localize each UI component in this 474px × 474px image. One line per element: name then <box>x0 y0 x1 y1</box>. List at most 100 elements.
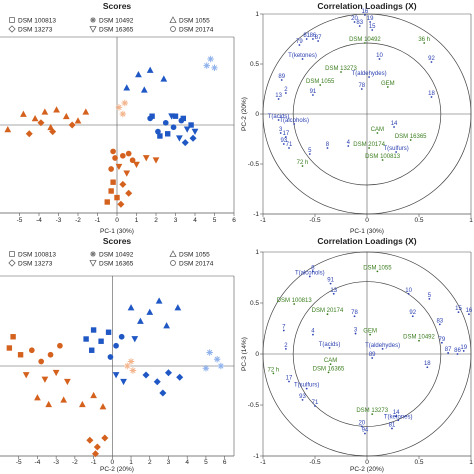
score-point <box>174 304 182 311</box>
loading-point <box>301 398 304 401</box>
loading-point <box>430 61 433 63</box>
score-point <box>124 362 131 370</box>
loading-label: 78 <box>351 310 358 316</box>
score-point <box>142 371 150 379</box>
loading-label: T(acids) <box>268 114 290 120</box>
legend-marker <box>170 260 176 266</box>
loading-point <box>457 311 460 314</box>
loading-point <box>312 94 314 96</box>
score-point <box>82 108 90 115</box>
score-point <box>123 84 131 91</box>
score-point <box>112 372 120 379</box>
chart-title: Correlation Loadings (X) <box>317 1 416 11</box>
loading-point <box>426 366 429 369</box>
loading-label: 18 <box>424 361 431 367</box>
legend-marker <box>89 26 97 33</box>
loading-label: 87 <box>445 347 452 353</box>
loading-label: 8 <box>311 265 315 271</box>
score-point <box>60 396 68 403</box>
score-point <box>155 128 161 135</box>
x-tick-label: 0 <box>365 217 369 224</box>
loading-point <box>371 357 374 359</box>
loading-label: 16 <box>362 9 369 15</box>
loading-label: 16 <box>466 308 473 314</box>
loading-label: 93 <box>299 394 306 400</box>
scores-bottom-panel: Scores -5 -4 -3 -2 -1 0 1 2 3 4 5 6 PC-2 (20%) DSM 100… <box>0 236 235 473</box>
loading-point <box>364 14 366 16</box>
x-axis-label: PC-1 (30%) <box>350 228 384 235</box>
loading-label: 71 <box>286 142 293 148</box>
x-tick-label: 0 <box>365 459 369 466</box>
loading-label: 93 <box>280 138 287 144</box>
loading-label: DSM 13273 <box>325 66 357 72</box>
loading-point <box>284 92 287 94</box>
score-point <box>119 110 127 118</box>
loading-label: 4 <box>311 329 315 335</box>
y-tick-label: -0.5 <box>248 161 260 168</box>
loading-label: 94 <box>362 428 369 434</box>
score-point <box>22 372 30 379</box>
loading-label: 92 <box>428 56 435 62</box>
loading-label: 13 <box>275 93 282 99</box>
score-point <box>113 342 119 349</box>
loading-label: CAM <box>371 127 384 133</box>
y-tick-label: 0.5 <box>250 61 259 68</box>
x-tick-label: -1 <box>260 459 266 466</box>
x-axis-label: PC-1 (30%) <box>100 228 134 235</box>
legend-label: DSM 1055 <box>179 251 210 258</box>
loading-label: 72 h <box>297 160 309 166</box>
x-tick-label: 0 <box>111 459 115 466</box>
loading-label: T(acids) <box>319 342 341 348</box>
loading-label: 19 <box>460 345 467 351</box>
score-point <box>176 373 184 381</box>
loading-label: 3 <box>354 328 358 334</box>
x-tick-label: 3 <box>174 217 178 224</box>
loading-point <box>381 159 384 161</box>
loading-label: T(aldehydes) <box>352 71 387 77</box>
legend-label: DSM 13273 <box>18 260 53 267</box>
loading-label: 92 <box>409 310 416 316</box>
score-point <box>162 119 169 126</box>
score-point <box>108 188 114 194</box>
loading-point <box>353 21 356 23</box>
x-tick-label: 6 <box>232 217 236 224</box>
loading-label: 15 <box>455 306 462 312</box>
score-point <box>125 150 132 157</box>
loading-label: 13 <box>330 288 337 294</box>
score-point <box>41 108 49 115</box>
legend-label: DSM 10492 <box>99 251 134 258</box>
loading-point <box>298 44 301 46</box>
loading-point <box>447 352 450 354</box>
loading-label: 5 <box>308 148 312 154</box>
loading-label: GEM <box>381 81 395 87</box>
loading-point <box>332 292 335 295</box>
score-point <box>28 347 35 354</box>
loading-label: 20 <box>358 420 365 426</box>
x-tick-label: 1 <box>135 217 139 224</box>
loading-point <box>312 270 314 273</box>
loading-point <box>395 151 398 153</box>
loading-point <box>462 350 465 352</box>
loading-label: DSM 16365 <box>395 134 427 140</box>
x-axis-label: PC-2 (20%) <box>350 466 384 473</box>
loading-point <box>358 25 361 27</box>
x-tick-label: 0 <box>115 217 119 224</box>
score-point <box>183 126 191 133</box>
score-point <box>104 199 110 205</box>
loading-point <box>329 363 332 366</box>
loading-label: 2 <box>284 343 288 349</box>
loading-point <box>418 339 420 342</box>
score-point <box>125 189 133 197</box>
score-point <box>152 157 160 164</box>
loading-label: 81 <box>303 33 310 39</box>
loading-point <box>308 275 311 278</box>
legend-marker <box>9 17 15 23</box>
score-point <box>57 342 63 349</box>
score-point <box>37 119 45 127</box>
score-point <box>115 163 123 171</box>
x-tick-label: 0.5 <box>414 459 423 466</box>
loading-label: T(sulfurs) <box>294 383 319 389</box>
legend-label: DSM 16365 <box>99 26 134 33</box>
loading-point <box>326 147 329 149</box>
